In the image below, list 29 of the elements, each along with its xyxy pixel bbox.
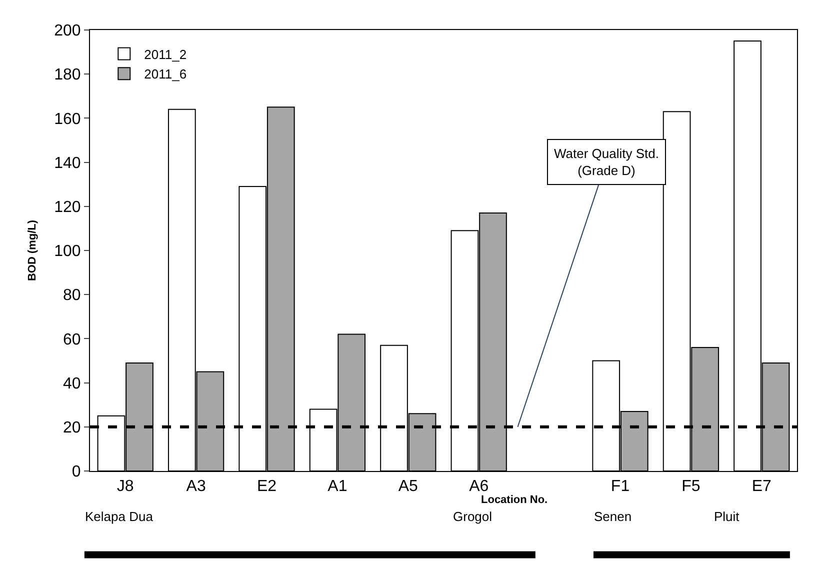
text: Senen <box>594 509 632 524</box>
x-tick-label: F1 <box>610 478 630 496</box>
x-tick-label: A5 <box>398 478 418 496</box>
x-tick-label: E2 <box>256 478 277 496</box>
x-tick-label: A3 <box>186 478 206 496</box>
y-tick-label: 80 <box>63 287 81 304</box>
x-tick-label: A6 <box>469 478 489 496</box>
y-tick-label: 140 <box>54 154 81 172</box>
y-tick-label: 100 <box>54 243 81 260</box>
x-tick-label: J8 <box>116 478 134 496</box>
y-tick-label: 160 <box>54 110 81 128</box>
text: Kelapa Dua <box>85 509 154 524</box>
y-tick-label: 200 <box>54 22 81 40</box>
legend-label: 2011_2 <box>144 46 187 62</box>
legend-label: 2011_6 <box>144 66 187 82</box>
x-tick-label: F5 <box>682 478 700 496</box>
y-tick-label: 180 <box>54 66 81 84</box>
y-tick-label: 60 <box>63 331 81 348</box>
y-axis-title: BOD (mg/L) <box>26 220 39 282</box>
y-tick-label: 0 <box>72 464 81 481</box>
x-axis-title: Location No. <box>481 494 548 506</box>
y-tick-label: 20 <box>63 420 81 436</box>
x-tick-label: A1 <box>328 478 348 496</box>
text: Grogol <box>453 509 492 524</box>
y-tick-label: 40 <box>63 375 81 392</box>
x-tick-label: E7 <box>752 478 772 496</box>
ref-line-label: Water Quality Std. (Grade D) <box>554 146 659 178</box>
text: Pluit <box>714 509 740 524</box>
y-tick-label: 120 <box>54 199 81 216</box>
